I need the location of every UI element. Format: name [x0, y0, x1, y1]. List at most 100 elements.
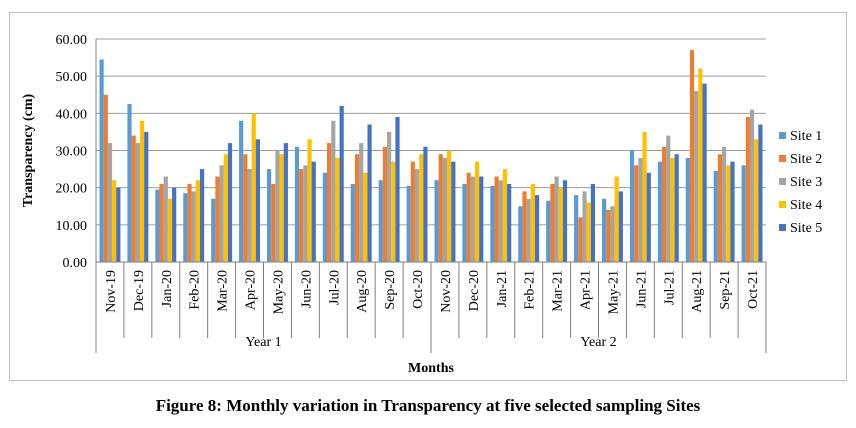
bar-site-1 — [99, 59, 104, 262]
bar-site-1 — [657, 161, 663, 262]
bar-site-4 — [586, 202, 591, 262]
bar-site-3 — [135, 143, 140, 262]
x-tick-label: May-21 — [606, 270, 621, 314]
y-tick-label: 30.00 — [56, 145, 88, 160]
bar-site-4 — [726, 165, 731, 262]
bar-site-4 — [502, 169, 508, 262]
x-tick-label: Sep-20 — [383, 270, 398, 310]
bar-site-3 — [638, 157, 643, 262]
x-tick-label: Mar-20 — [216, 270, 231, 312]
bar-site-3 — [387, 131, 392, 262]
x-tick-label: Jul-20 — [327, 270, 342, 305]
bar-site-3 — [582, 191, 587, 262]
bar-site-4 — [530, 183, 535, 262]
x-tick-label: Jun-21 — [634, 270, 649, 308]
bar-site-5 — [451, 161, 456, 262]
bar-site-2 — [354, 154, 360, 262]
y-tick-label: 0.00 — [63, 256, 88, 271]
legend-swatch-site-1 — [779, 132, 786, 139]
bar-site-1 — [183, 193, 188, 262]
x-tick-label: Feb-21 — [523, 270, 538, 310]
bar-site-5 — [283, 143, 288, 262]
bar-site-2 — [745, 117, 750, 262]
bar-site-2 — [662, 146, 667, 262]
legend-swatch-site-2 — [779, 155, 786, 162]
y-tick-label: 20.00 — [56, 182, 88, 197]
bar-site-2 — [522, 191, 527, 262]
bar-site-5 — [227, 143, 233, 262]
x-tick-label: Nov-20 — [439, 270, 454, 313]
bar-site-4 — [754, 139, 759, 262]
legend: Site 1 Site 2 Site 3 Site 4 Site 5 — [779, 129, 822, 236]
x-tick-label: Jun-20 — [299, 270, 314, 308]
y-axis-title: Transparency (cm) — [21, 93, 36, 207]
bar-site-5 — [534, 195, 540, 262]
x-axis-title: Months — [408, 361, 454, 376]
bar-site-1 — [127, 104, 132, 262]
bar-site-4 — [670, 157, 675, 262]
figure-caption: Figure 8: Monthly variation in Transpare… — [155, 396, 701, 415]
bar-site-3 — [247, 169, 252, 262]
bar-site-3 — [191, 191, 196, 262]
bar-site-1 — [266, 169, 272, 262]
chart-frame: 0.00 10.00 20.00 30.00 40.00 50.00 60.00 Nov-19… — [9, 12, 847, 381]
x-tick-label: Aug-20 — [355, 270, 370, 313]
bars — [99, 50, 763, 263]
bar-site-4 — [279, 154, 284, 262]
legend-label-site-3: Site 3 — [790, 175, 822, 190]
bar-site-1 — [155, 189, 160, 262]
bar-site-4 — [614, 176, 619, 262]
bar-site-2 — [159, 183, 164, 262]
bar-site-3 — [442, 157, 448, 262]
bar-site-5 — [479, 176, 484, 262]
bar-site-5 — [255, 139, 261, 262]
bar-site-3 — [722, 146, 727, 262]
bar-site-2 — [410, 161, 415, 262]
transparency-bar-chart: 0.00 10.00 20.00 30.00 40.00 50.00 60.00 Nov-19… — [21, 33, 822, 376]
bar-site-2 — [466, 172, 471, 262]
bar-site-2 — [717, 154, 723, 262]
bar-site-5 — [423, 146, 428, 262]
bar-site-1 — [294, 146, 300, 262]
bar-site-5 — [311, 161, 316, 262]
x-tick-label: Jul-21 — [662, 270, 677, 305]
y-tick-label: 50.00 — [56, 70, 88, 85]
legend-label-site-2: Site 2 — [790, 152, 822, 167]
bar-site-2 — [578, 217, 583, 262]
bar-site-5 — [590, 183, 596, 262]
bar-site-5 — [199, 169, 205, 262]
x-tick-label: Dec-19 — [132, 270, 147, 311]
bar-site-1 — [350, 183, 355, 262]
bar-site-4 — [167, 198, 173, 262]
x-tick-label: Aug-21 — [690, 270, 705, 313]
bar-site-2 — [689, 50, 695, 263]
bar-site-3 — [694, 91, 699, 262]
bar-site-5 — [507, 183, 512, 262]
bar-site-4 — [698, 68, 703, 262]
bar-site-4 — [139, 120, 145, 263]
bar-site-3 — [303, 165, 308, 262]
x-tick-label: Apr-21 — [579, 270, 594, 310]
bar-site-2 — [103, 94, 108, 262]
legend-swatch-site-3 — [779, 178, 786, 185]
bar-site-3 — [359, 143, 364, 262]
bar-site-3 — [470, 176, 475, 262]
bar-site-2 — [606, 209, 611, 262]
bar-site-3 — [163, 176, 168, 262]
y-tick-label: 40.00 — [56, 107, 88, 122]
bar-site-4 — [391, 161, 396, 262]
bar-site-5 — [674, 154, 679, 262]
bar-site-4 — [251, 113, 256, 262]
legend-label-site-5: Site 5 — [790, 221, 822, 236]
bar-site-4 — [223, 154, 228, 262]
gridlines — [96, 38, 766, 226]
bar-site-1 — [629, 150, 635, 262]
bar-site-4 — [363, 172, 368, 262]
bar-site-5 — [562, 180, 568, 262]
x-tick-label: Oct-20 — [411, 270, 426, 309]
bar-site-1 — [546, 200, 551, 262]
bar-site-5 — [339, 105, 344, 263]
bar-site-1 — [685, 157, 690, 262]
bar-site-4 — [474, 161, 480, 262]
bar-site-1 — [211, 198, 216, 262]
